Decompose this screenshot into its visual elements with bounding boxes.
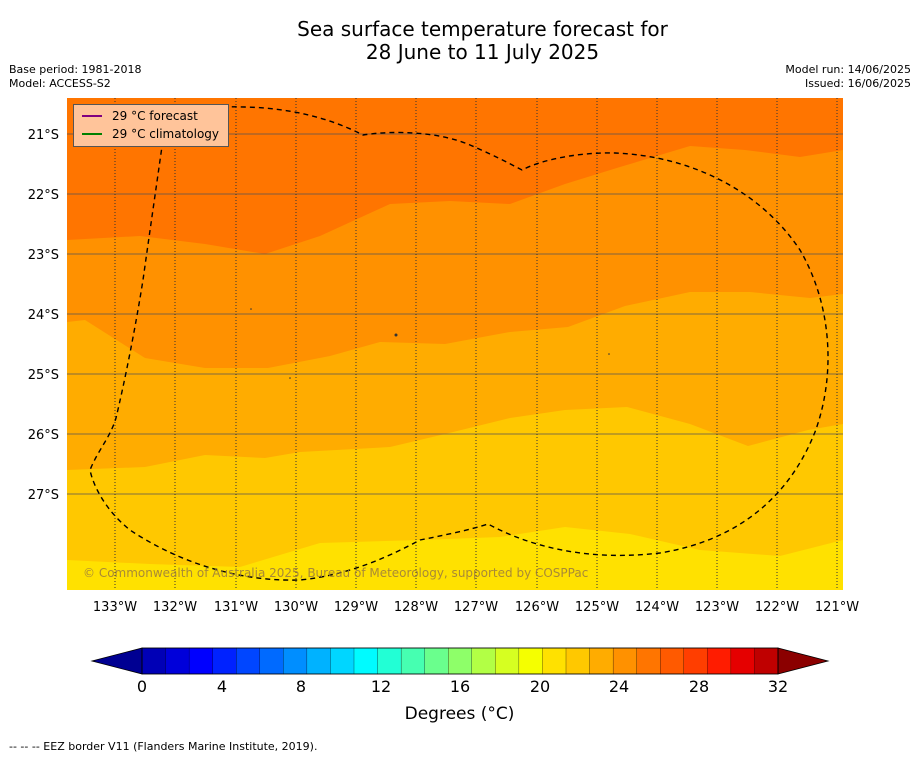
lat-label: 27°S [28, 488, 59, 503]
colorbar-max-arrow [777, 647, 830, 675]
colorbar-cell [283, 647, 308, 675]
colorbar-cell [306, 647, 331, 675]
island-marker [289, 377, 291, 379]
lon-label: 128°W [394, 600, 438, 615]
colorbar-cell [259, 647, 284, 675]
colorbar-cell [612, 647, 638, 675]
colorbar-cell [542, 647, 567, 675]
colorbar-cell [707, 647, 732, 675]
colorbar-cell [212, 647, 237, 675]
eez-border [89, 106, 829, 581]
colorbar-cell [730, 647, 755, 675]
lat-label: 26°S [28, 428, 59, 443]
lon-label: 123°W [695, 600, 739, 615]
sst-map: © Commonwealth of Australia 2025, Bureau… [28, 98, 859, 615]
colorbar-tick: 16 [450, 677, 470, 696]
colorbar-cell [377, 647, 402, 675]
colorbar-tick: 12 [371, 677, 391, 696]
legend-label: 29 °C forecast [112, 109, 198, 123]
colorbar-cell [330, 647, 355, 675]
colorbar-tick: 8 [296, 677, 306, 696]
lon-label: 131°W [214, 600, 258, 615]
lon-label: 129°W [334, 600, 378, 615]
colorbar-cell [353, 647, 379, 675]
lat-label: 21°S [28, 128, 59, 143]
colorbar-frame [141, 647, 779, 675]
lat-label: 24°S [28, 308, 59, 323]
model-run: Model run: 14/06/2025 [785, 63, 911, 76]
model-name: Model: ACCESS-S2 [9, 77, 111, 90]
meta-right: Model run: 14/06/2025 Issued: 16/06/2025 [785, 63, 911, 91]
colorbar-cell [236, 647, 261, 675]
island-marker [250, 308, 252, 310]
colorbar-tick: 0 [137, 677, 147, 696]
lon-label: 133°W [93, 600, 137, 615]
lat-labels: 21°S 22°S 23°S 24°S 25°S 26°S 27°S [28, 128, 59, 503]
colorbar-cell [754, 647, 779, 675]
colorbar-tick: 24 [609, 677, 629, 696]
colorbar-cell [495, 647, 520, 675]
issued-date: Issued: 16/06/2025 [804, 77, 911, 90]
colorbar-cell [660, 647, 685, 675]
forecast-line-swatch [82, 115, 102, 117]
colorbar-cell [448, 647, 473, 675]
colorbar-cells [141, 647, 779, 675]
colorbar-cell [141, 647, 167, 675]
colorbar-tick: 28 [689, 677, 709, 696]
colorbar-cell [165, 647, 190, 675]
legend-item-climatology: 29 °C climatology [82, 126, 219, 142]
colorbar-cell [400, 647, 426, 675]
climatology-line-swatch [82, 133, 102, 135]
lon-label: 127°W [454, 600, 498, 615]
colorbar-cell [565, 647, 591, 675]
lon-label: 124°W [635, 600, 679, 615]
eez-footnote: -- -- -- EEZ border V11 (Flanders Marine… [9, 740, 318, 753]
colorbar-min-arrow [90, 647, 143, 675]
colorbar-cell [518, 647, 543, 675]
colorbar-cell [589, 647, 614, 675]
colorbar-cell [188, 647, 214, 675]
sst-band-ff7500 [67, 98, 843, 254]
lat-label: 25°S [28, 368, 59, 383]
legend-item-forecast: 29 °C forecast [82, 108, 198, 124]
lon-label: 122°W [755, 600, 799, 615]
colorbar-tick: 4 [217, 677, 227, 696]
lon-label: 125°W [575, 600, 619, 615]
island-marker [608, 353, 610, 355]
colorbar: 0 4 8 12 16 20 24 28 32 [90, 647, 830, 696]
chart-title: Sea surface temperature forecast for 28 … [0, 18, 919, 64]
colorbar-cell [424, 647, 449, 675]
colorbar-tick: 20 [530, 677, 550, 696]
lon-label: 132°W [153, 600, 197, 615]
colorbar-cell [683, 647, 708, 675]
lon-gridlines [114, 98, 838, 590]
legend-label: 29 °C climatology [112, 127, 220, 141]
meta-left: Base period: 1981-2018 Model: ACCESS-S2 [9, 63, 141, 91]
colorbar-cell [471, 647, 496, 675]
title-line-2: 28 June to 11 July 2025 [365, 40, 600, 64]
colorbar-units: Degrees (°C) [404, 704, 515, 724]
lat-label: 23°S [28, 248, 59, 263]
colorbar-tick-labels: 0 4 8 12 16 20 24 28 32 [137, 677, 788, 696]
lon-labels: 133°W 132°W 131°W 130°W 129°W 128°W 127°… [93, 600, 859, 615]
copyright-watermark: © Commonwealth of Australia 2025, Bureau… [83, 566, 588, 580]
base-period: Base period: 1981-2018 [9, 63, 142, 76]
lon-label: 130°W [274, 600, 318, 615]
lon-label: 121°W [815, 600, 859, 615]
lat-label: 22°S [28, 188, 59, 203]
colorbar-tick: 32 [768, 677, 788, 696]
title-line-1: Sea surface temperature forecast for [297, 17, 668, 41]
island-marker [394, 333, 398, 337]
lon-label: 126°W [515, 600, 559, 615]
colorbar-cell [636, 647, 661, 675]
map-legend: 29 °C forecast 29 °C climatology [73, 104, 229, 147]
